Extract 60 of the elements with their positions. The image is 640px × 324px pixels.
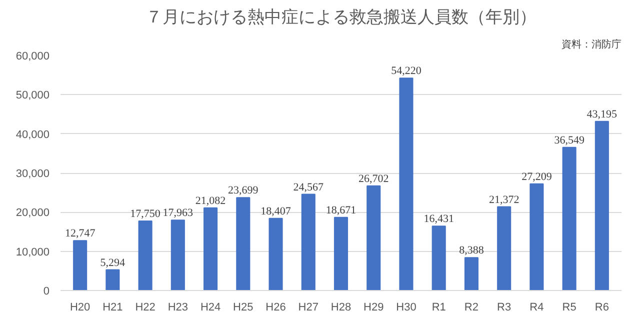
data-label: 18,407 bbox=[260, 205, 292, 218]
data-label: 17,963 bbox=[162, 207, 194, 220]
x-tick-label: H24 bbox=[200, 302, 221, 314]
data-label: 36,549 bbox=[554, 134, 585, 146]
data-label: 43,195 bbox=[586, 108, 618, 120]
bar bbox=[497, 206, 512, 290]
x-tick-label: R6 bbox=[594, 302, 609, 314]
x-tick-label: R5 bbox=[562, 302, 576, 314]
x-tick-label: H23 bbox=[168, 302, 188, 314]
x-tick-label: H21 bbox=[102, 302, 123, 314]
data-label: 21,082 bbox=[195, 194, 226, 207]
data-label: 54,220 bbox=[391, 65, 422, 78]
x-tick-label: H22 bbox=[135, 302, 156, 314]
x-tick-label: R2 bbox=[464, 302, 478, 314]
bar bbox=[73, 240, 88, 290]
bar bbox=[170, 220, 185, 290]
y-tick-label: 10,000 bbox=[16, 246, 50, 258]
x-tick-label: H28 bbox=[330, 302, 352, 314]
y-tick-label: 60,000 bbox=[16, 50, 50, 62]
y-tick-label: 30,000 bbox=[16, 168, 50, 180]
data-label: 18,671 bbox=[326, 204, 356, 216]
bar bbox=[464, 257, 478, 290]
bar bbox=[301, 194, 316, 290]
text: 資料：消防庁 bbox=[562, 38, 622, 50]
data-label: 24,567 bbox=[293, 181, 324, 194]
x-tick-label: H26 bbox=[266, 302, 286, 314]
bar bbox=[106, 269, 120, 290]
bar bbox=[236, 197, 250, 290]
data-label: 5,294 bbox=[100, 256, 126, 269]
bar bbox=[138, 220, 152, 290]
x-tick-label: R1 bbox=[432, 302, 446, 314]
y-tick-label: 50,000 bbox=[16, 90, 50, 102]
bar bbox=[562, 146, 576, 290]
bar bbox=[594, 120, 609, 290]
data-label: 27,209 bbox=[522, 170, 552, 183]
x-tick-label: H20 bbox=[70, 302, 90, 314]
data-label: 8,388 bbox=[459, 244, 484, 257]
bar bbox=[268, 218, 283, 290]
y-tick-label: 20,000 bbox=[16, 207, 50, 220]
data-label: 12,747 bbox=[64, 228, 96, 240]
data-label: 17,750 bbox=[130, 208, 161, 220]
y-tick-label: 0 bbox=[43, 286, 50, 298]
bar bbox=[530, 183, 544, 290]
x-tick-label: H30 bbox=[396, 302, 416, 314]
x-tick-label: H25 bbox=[233, 302, 254, 314]
bar bbox=[366, 185, 381, 290]
bar bbox=[204, 207, 218, 290]
data-label: 16,431 bbox=[424, 213, 454, 226]
bar bbox=[334, 216, 348, 290]
data-label: 23,699 bbox=[228, 184, 259, 197]
bar bbox=[432, 226, 446, 290]
bar bbox=[399, 78, 414, 290]
chart-title: ７月における熱中症による救急搬送人員数（年別） bbox=[146, 8, 536, 28]
x-tick-label: R4 bbox=[530, 302, 544, 314]
data-label: 21,372 bbox=[488, 194, 520, 206]
x-tick-label: H27 bbox=[298, 302, 318, 314]
x-tick-label: H29 bbox=[364, 302, 384, 314]
y-tick-label: 40,000 bbox=[16, 128, 50, 141]
x-tick-label: R3 bbox=[497, 302, 512, 314]
data-label: 26,702 bbox=[358, 172, 389, 185]
